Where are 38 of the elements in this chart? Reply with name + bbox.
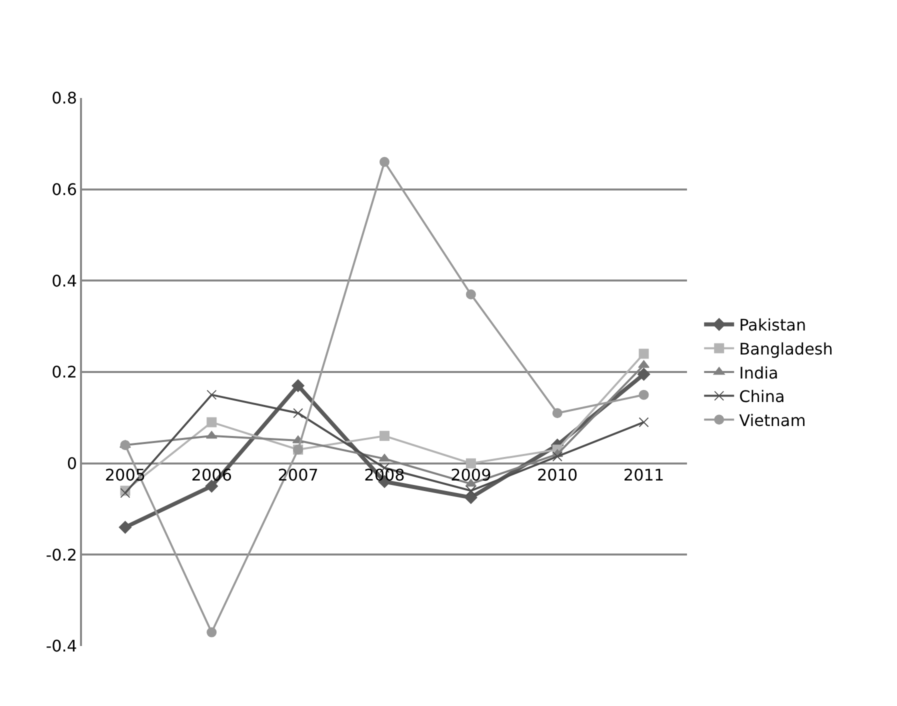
x-tick-label: 2010: [537, 465, 578, 484]
point: [378, 454, 390, 462]
x-tick-label: 2011: [623, 465, 664, 484]
x-tick-label: 2009: [450, 465, 492, 484]
y-tick-label: 0.4: [52, 271, 78, 290]
point: [466, 458, 476, 468]
legend-label: China: [739, 387, 785, 406]
point: [638, 348, 649, 359]
y-tick-label: 0.8: [52, 88, 78, 108]
point: [552, 451, 562, 462]
point: [206, 627, 217, 638]
point: [380, 430, 390, 441]
point: [206, 390, 217, 400]
legend-label: Pakistan: [739, 316, 806, 335]
y-tick-label: -0.4: [46, 636, 78, 656]
y-tick-label: 0.6: [52, 180, 78, 199]
point: [380, 156, 390, 167]
point: [292, 379, 304, 392]
point: [118, 520, 132, 534]
point: [206, 430, 218, 439]
point: [466, 486, 476, 496]
y-tick-label: 0.2: [52, 362, 78, 382]
point: [638, 417, 649, 428]
point: [637, 368, 650, 381]
y-tick-label: -0.2: [46, 545, 78, 564]
point: [120, 440, 130, 450]
legend-label: Vietnam: [739, 410, 806, 430]
point: [466, 289, 476, 300]
point: [120, 488, 130, 498]
point: [552, 408, 562, 418]
point: [293, 408, 304, 418]
y-tick-label: 0: [66, 454, 78, 473]
point: [206, 417, 217, 428]
x-tick-label: 2007: [278, 465, 318, 484]
point: [638, 390, 649, 400]
legend-label: India: [739, 363, 778, 382]
legend-label: Bangladesh: [739, 339, 833, 358]
point: [464, 491, 478, 504]
